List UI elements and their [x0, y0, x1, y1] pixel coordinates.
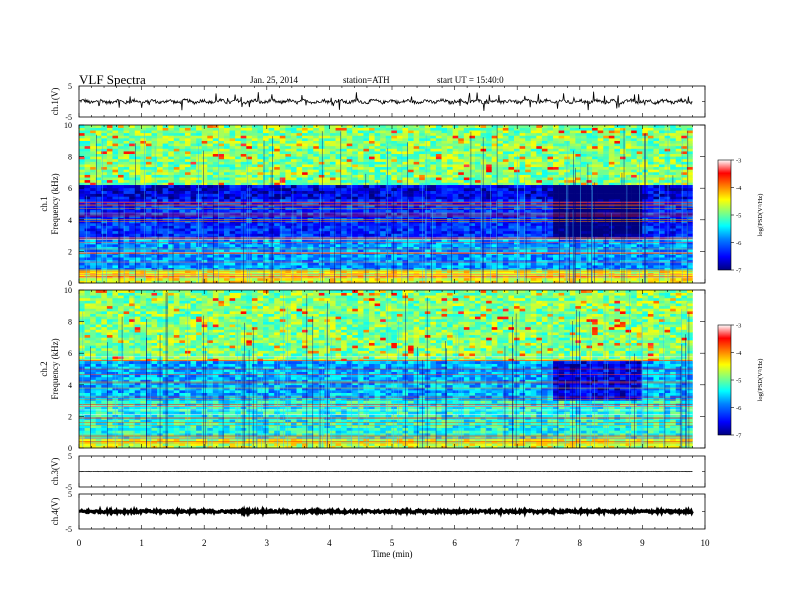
- chart-title: VLF Spectra: [79, 72, 146, 87]
- ch1-waveform-panel-ytick-top: 5: [68, 82, 72, 91]
- ch4-waveform-panel-trace: [79, 505, 694, 518]
- ch2-spectrogram-panel-colorbar-tick--7: -7: [736, 433, 742, 440]
- ch2-spectrogram-panel-colorbar-tick--6: -6: [736, 405, 742, 412]
- ch1-spectrogram-panel-ytick-2: 2: [68, 247, 72, 256]
- ch2-spectrogram-panel-colorbar-label: log(PSD(V²/Hz): [757, 359, 764, 402]
- xtick-label-2: 2: [202, 538, 207, 548]
- ch1-waveform-panel-ylabel: ch.1(V): [50, 88, 60, 116]
- ch2-spectrogram-panel-ytick-2: 2: [68, 412, 72, 421]
- xtick-label-6: 6: [452, 538, 457, 548]
- ch1-spectrogram-panel-ytick-10: 10: [64, 121, 72, 130]
- ch4-waveform-panel-ytick-top: 5: [68, 490, 72, 499]
- ch1-spectrogram-panel-ytick-8: 8: [68, 153, 72, 162]
- xtick-label-5: 5: [390, 538, 395, 548]
- ch2-spectrogram-panel: 0 2 4 6 8 10 ch.2 Frequency (kHz) -3 -4 -5 -6 -7 log(…: [39, 286, 764, 453]
- xtick-label-10: 10: [701, 538, 711, 548]
- ch2-spectrogram-panel-colorbar-tick--5: -5: [736, 378, 741, 385]
- ch1-waveform-panel-ytick-bottom: -5: [65, 113, 72, 122]
- ch1-spectrogram-panel-ylabel-frequency: Frequency (kHz): [50, 173, 60, 234]
- ch2-spectrogram-panel-ytick-0: 0: [68, 444, 72, 453]
- ch2-spectrogram-panel-colorbar-tick--3: -3: [736, 323, 741, 330]
- ch3-waveform-panel-ytick-top: 5: [68, 452, 72, 461]
- ch4-waveform-panel-ytick-bottom: -5: [65, 525, 72, 534]
- xtick-label-0: 0: [77, 538, 82, 548]
- ch1-spectrogram-panel-ytick-0: 0: [68, 279, 72, 288]
- ch1-spectrogram-panel-colorbar-tick--5: -5: [736, 213, 741, 220]
- ch3-waveform-panel-ytick-bottom: -5: [65, 483, 72, 492]
- ch2-spectrogram-panel-ytick-10: 10: [64, 286, 72, 295]
- ch1-spectrogram-panel-ytick-4: 4: [68, 216, 72, 225]
- ch3-waveform-panel-ylabel: ch.3(V): [50, 458, 60, 486]
- ch1-spectrogram-panel-ytick-6: 6: [68, 184, 72, 193]
- xtick-label-9: 9: [640, 538, 645, 548]
- ch2-spectrogram-panel-ytick-6: 6: [68, 349, 72, 358]
- ch1-spectrogram-panel-colorbar-tick--7: -7: [736, 268, 742, 275]
- ch1-spectrogram-panel-colorbar-tick--3: -3: [736, 158, 741, 165]
- xtick-label-7: 7: [515, 538, 520, 548]
- ch2-spectrogram-panel-ytick-4: 4: [68, 381, 72, 390]
- ch1-spectrogram-panel-colorbar-label: log(PSD(V²/Hz): [757, 194, 764, 237]
- ch1-spectrogram-panel-ylabel-channel: ch.1: [39, 196, 49, 211]
- ch1-spectrogram-panel-colorbar-tick--6: -6: [736, 240, 742, 247]
- ch1-spectrogram-panel: 0 2 4 6 8 10 ch.1 Frequency (kHz) -3 -4 -5 -6 -7 log(…: [39, 121, 764, 288]
- xtick-label-8: 8: [578, 538, 583, 548]
- ch2-spectrogram-panel-colorbar: [717, 324, 732, 436]
- ch4-waveform-panel-ylabel: ch.4(V): [50, 498, 60, 526]
- ch1-spectrogram-panel-colorbar: [717, 159, 732, 271]
- ch1-spectrogram-panel-colorbar-tick--4: -4: [736, 185, 742, 192]
- xtick-label-4: 4: [327, 538, 332, 548]
- ch1-waveform-panel: 5 -5 ch.1(V): [50, 82, 706, 122]
- start-time-label: start UT = 15:40:0: [437, 75, 504, 85]
- ch1-waveform-panel-trace: [78, 91, 693, 111]
- xtick-label-3: 3: [265, 538, 270, 548]
- xtick-label-1: 1: [139, 538, 144, 548]
- ch2-spectrogram-panel-colorbar-tick--4: -4: [736, 350, 742, 357]
- ch2-spectrogram-panel-ytick-8: 8: [68, 318, 72, 327]
- station-label: station=ATH: [343, 75, 390, 85]
- date-label: Jan. 25, 2014: [250, 75, 298, 85]
- ch4-waveform-panel: 5 -5 ch.4(V) 0 1 2 3 4 5 6 7 8 9 10 Time (min): [50, 490, 710, 559]
- ch2-spectrogram-panel-ylabel-frequency: Frequency (kHz): [50, 338, 60, 399]
- ch3-waveform-panel: 5 -5 ch.3(V): [50, 452, 706, 492]
- ch2-spectrogram-panel-ylabel-channel: ch.2: [39, 361, 49, 376]
- x-axis-label: Time (min): [372, 549, 413, 559]
